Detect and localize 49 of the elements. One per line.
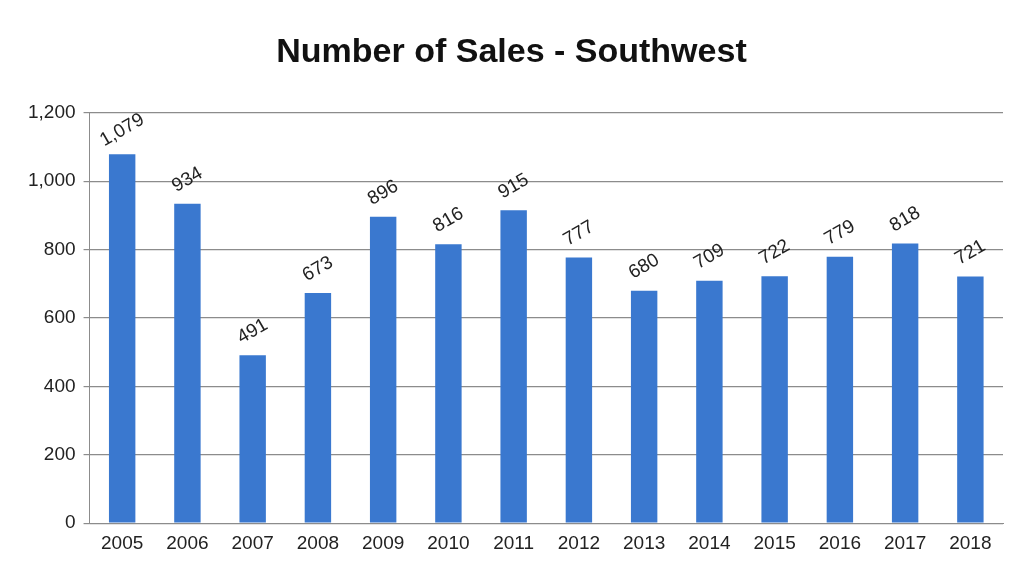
y-tick-label: 800	[43, 237, 76, 259]
bar	[500, 210, 527, 523]
data-label: 896	[363, 174, 402, 209]
data-label: 721	[950, 234, 989, 269]
data-label: 680	[624, 248, 663, 283]
bar	[239, 355, 266, 523]
data-label: 779	[820, 214, 859, 249]
x-tick-label: 2015	[753, 531, 796, 553]
bar	[826, 256, 854, 523]
y-tick-label: 400	[43, 374, 76, 396]
x-tick-label: 2006	[166, 531, 209, 553]
data-label: 722	[755, 234, 793, 269]
data-label: 818	[885, 201, 924, 236]
bar	[957, 276, 984, 523]
x-tick-label: 2017	[883, 531, 927, 553]
x-tick-label: 2011	[493, 531, 535, 553]
data-label: 709	[689, 238, 728, 273]
data-label: 915	[494, 168, 532, 203]
y-tick-label: 200	[43, 443, 76, 465]
x-tick-label: 2018	[949, 531, 992, 553]
x-tick-label: 2013	[623, 531, 666, 553]
bar	[696, 280, 723, 523]
chart-title: Number of Sales - Southwest	[276, 30, 747, 69]
x-tick-label: 2009	[362, 531, 405, 553]
bar	[174, 203, 201, 523]
x-tick-label: 2012	[557, 531, 601, 553]
x-tick-label: 2014	[688, 531, 731, 553]
bar	[304, 293, 332, 523]
data-label: 816	[428, 202, 467, 237]
x-tick-label: 2008	[296, 531, 340, 553]
bar	[369, 216, 397, 523]
data-label: 934	[167, 161, 206, 196]
y-tick-label: 0	[64, 511, 76, 533]
data-label: 491	[233, 313, 271, 348]
bar	[761, 276, 788, 523]
y-tick-label: 600	[43, 306, 76, 328]
bar	[891, 243, 919, 523]
bar	[108, 154, 136, 523]
bar	[435, 244, 462, 523]
bar	[565, 257, 593, 523]
data-label: 777	[559, 215, 598, 250]
x-tick-label: 2010	[427, 531, 470, 553]
x-tick-label: 2005	[101, 531, 144, 553]
y-tick-label: 1,200	[28, 101, 76, 123]
x-tick-label: 2016	[818, 531, 862, 553]
bar	[630, 290, 658, 523]
data-label: 673	[298, 250, 337, 285]
x-tick-label: 2007	[231, 531, 274, 553]
y-tick-label: 1,000	[28, 169, 76, 191]
